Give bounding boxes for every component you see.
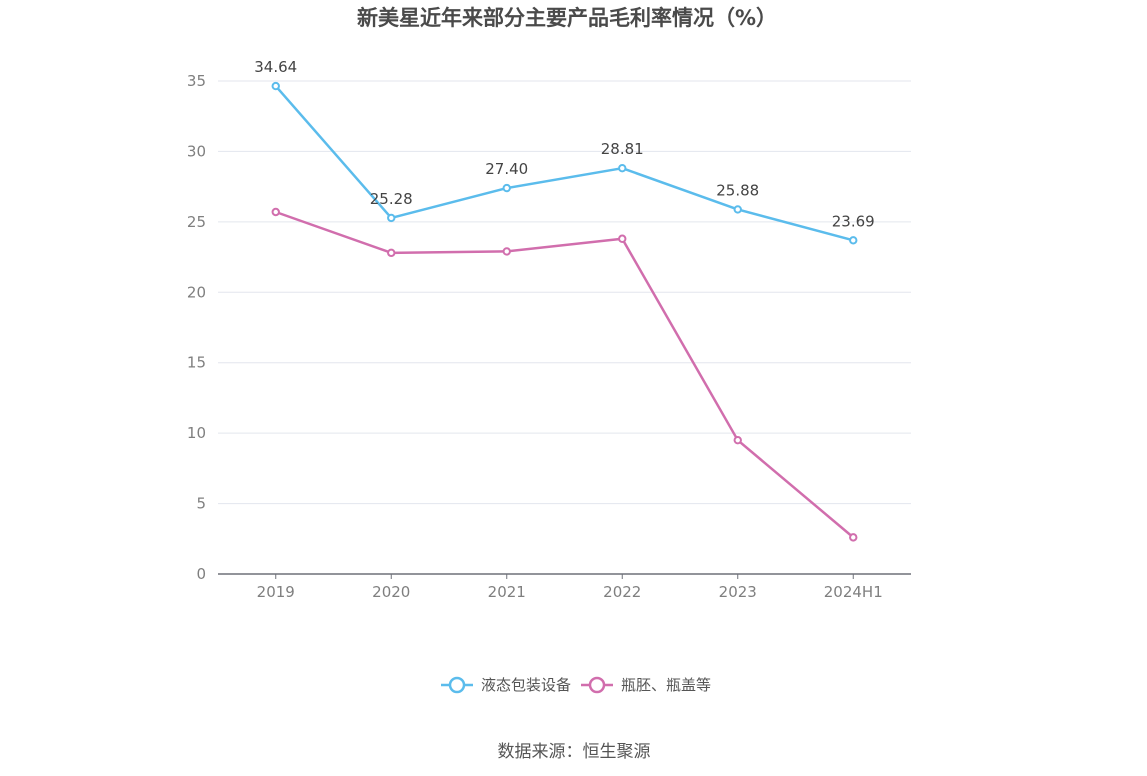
- data-point[interactable]: [502, 247, 511, 256]
- series-layer: [271, 81, 858, 542]
- legend[interactable]: 液态包装设备 瓶胚、瓶盖等: [441, 676, 711, 694]
- data-point[interactable]: [733, 205, 742, 214]
- grid-layer: [218, 80, 911, 505]
- y-tick-label: 5: [196, 495, 206, 513]
- axis-layer: 0 5 10 15 20 25 30 35 2019 2020 2021 2022 2023 2024H1: [187, 72, 911, 601]
- chart-title: 新美星近年来部分主要产品毛利率情况（%）: [357, 6, 777, 30]
- label-layer: 34.64 25.28 27.40 28.81 25.88 23.69: [254, 58, 874, 230]
- legend-marker: [588, 676, 606, 694]
- data-point[interactable]: [618, 234, 627, 243]
- data-point[interactable]: [849, 236, 858, 245]
- legend-label: 液态包装设备: [481, 676, 571, 694]
- y-tick-label: 10: [187, 424, 206, 442]
- legend-label: 瓶胚、瓶盖等: [621, 676, 711, 694]
- series-line-1: [275, 210, 855, 539]
- data-point[interactable]: [502, 183, 511, 193]
- data-point[interactable]: [271, 207, 280, 217]
- x-tick-label: 2023: [719, 583, 757, 601]
- legend-item-0[interactable]: 液态包装设备: [441, 676, 571, 694]
- data-label: 27.40: [485, 160, 528, 178]
- data-point[interactable]: [387, 213, 396, 223]
- legend-marker: [448, 676, 466, 694]
- data-label: 25.28: [370, 190, 413, 208]
- source-note: 数据来源：恒生聚源: [498, 742, 651, 762]
- data-label: 23.69: [832, 212, 875, 230]
- x-tick-label: 2022: [603, 583, 641, 601]
- legend-item-1[interactable]: 瓶胚、瓶盖等: [581, 676, 711, 694]
- y-tick-label: 15: [187, 354, 206, 372]
- y-tick-label: 30: [187, 142, 206, 160]
- x-tick-label: 2024H1: [824, 583, 883, 601]
- data-label: 25.88: [716, 181, 759, 199]
- x-tick-label: 2021: [488, 583, 526, 601]
- data-point[interactable]: [733, 435, 742, 445]
- y-tick-label: 20: [187, 283, 206, 301]
- x-tick-label: 2019: [257, 583, 295, 601]
- data-point[interactable]: [271, 81, 280, 91]
- y-tick-label: 35: [187, 72, 206, 90]
- data-label: 28.81: [601, 140, 644, 158]
- x-tick-label: 2020: [372, 583, 410, 601]
- y-tick-label: 25: [187, 213, 206, 231]
- data-point[interactable]: [618, 163, 627, 173]
- data-point[interactable]: [849, 533, 858, 542]
- data-label: 34.64: [254, 58, 297, 76]
- series-line-0: [274, 85, 854, 242]
- data-point[interactable]: [387, 248, 396, 258]
- y-tick-label: 0: [196, 565, 206, 583]
